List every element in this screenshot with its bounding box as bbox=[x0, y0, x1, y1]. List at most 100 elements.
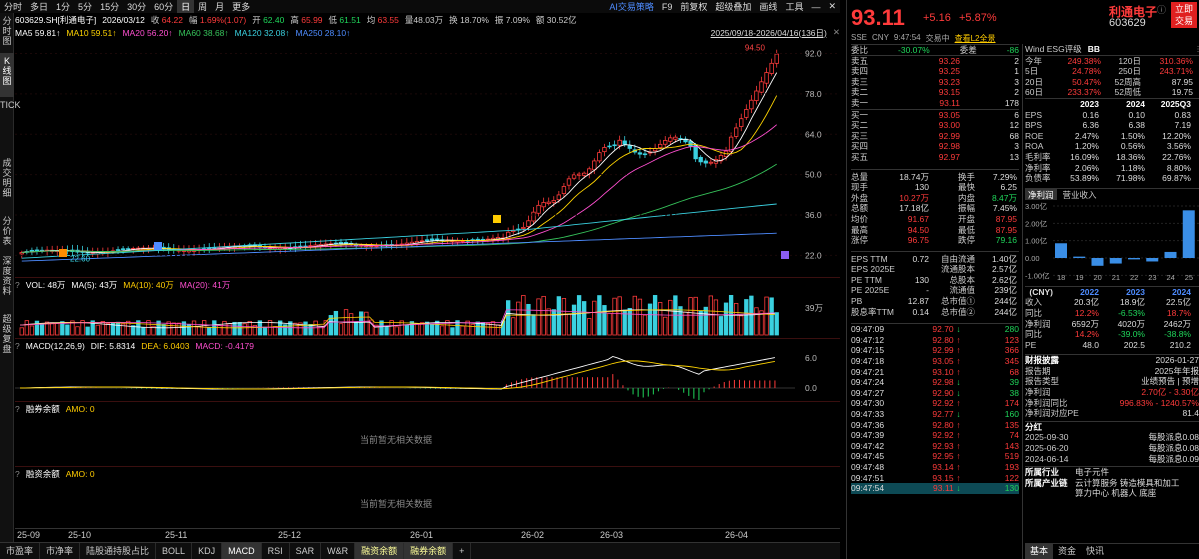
panel-close-icon[interactable]: ✕ bbox=[832, 27, 840, 37]
volume-bar bbox=[450, 327, 455, 336]
tab-kdj[interactable]: KDJ bbox=[192, 543, 223, 559]
l2-link[interactable]: 查看L2全景 bbox=[954, 34, 996, 43]
trade-button[interactable]: 立即 交易 bbox=[1171, 2, 1197, 28]
perf-label: 60日 bbox=[1025, 87, 1043, 98]
ai-strategy-button[interactable]: AI交易策略 bbox=[609, 2, 654, 12]
tab-news[interactable]: 快讯 bbox=[1086, 546, 1105, 556]
tab-month[interactable]: 月 bbox=[215, 2, 225, 12]
tab-15min[interactable]: 15分 bbox=[100, 2, 120, 12]
tab-macd[interactable]: MACD bbox=[222, 543, 262, 559]
dividend-row: 2025-09-30 每股派息0.08 bbox=[1025, 432, 1199, 443]
stat-row: 最高 94.50 最低 87.95 bbox=[851, 225, 1019, 236]
nav-trades[interactable]: 成交明细 bbox=[2, 158, 12, 198]
candle-body bbox=[728, 136, 734, 152]
nav-tick[interactable]: TICK bbox=[0, 100, 21, 110]
volume-bar bbox=[222, 320, 227, 336]
tab-revenue[interactable]: 营业收入 bbox=[1062, 189, 1097, 200]
tab-sar[interactable]: SAR bbox=[290, 543, 322, 559]
perf-value: 24.78% bbox=[1072, 66, 1101, 77]
volume-bar bbox=[414, 323, 420, 336]
stat-value: 2.57亿 bbox=[991, 264, 1017, 275]
tab-more[interactable]: 更多 bbox=[232, 2, 251, 12]
add-tab-button[interactable]: + bbox=[453, 543, 472, 559]
volume-bar bbox=[328, 315, 334, 336]
rzye-help-icon[interactable]: ? bbox=[15, 468, 20, 479]
tick-volume: 39 bbox=[1009, 377, 1019, 388]
inc-value: -6.53% bbox=[1118, 307, 1145, 318]
close-icon[interactable]: ✕ bbox=[828, 1, 836, 11]
tick-row: 09:47:24 92.98 ↓ 39 bbox=[851, 377, 1019, 388]
macd-help-icon[interactable]: ? bbox=[15, 340, 20, 351]
nav-fenshi[interactable]: 分时图 bbox=[2, 16, 12, 46]
f9-button[interactable]: F9 bbox=[661, 1, 673, 12]
open-value: 62.40 bbox=[263, 14, 285, 25]
tab-pb[interactable]: 市净率 bbox=[40, 543, 81, 559]
volume-bar bbox=[201, 320, 207, 336]
tab-basic[interactable]: 基本 bbox=[1025, 544, 1054, 559]
inc-label: PE bbox=[1025, 339, 1037, 350]
tab-day[interactable]: 日 bbox=[177, 0, 195, 13]
tab-5min[interactable]: 5分 bbox=[78, 2, 93, 12]
kline-chart[interactable]: 92.0 78.0 64.0 50.0 36.0 22.0 94.50 22.60 bbox=[15, 38, 840, 276]
stat-value: 91.67 bbox=[907, 213, 929, 224]
nav-replay[interactable]: 超级复盘 bbox=[2, 314, 12, 354]
tools-button[interactable]: 工具 bbox=[785, 2, 804, 12]
fin-label: 净利率 bbox=[1025, 162, 1051, 173]
tab-week[interactable]: 周 bbox=[198, 2, 208, 12]
nav-kline[interactable]: K线图 bbox=[0, 53, 14, 97]
tab-short-balance[interactable]: 融券余额 bbox=[404, 543, 454, 559]
volume-bar bbox=[541, 295, 546, 336]
info-icon[interactable]: ⓘ bbox=[1157, 5, 1167, 15]
overlay-button[interactable]: 超级叠加 bbox=[715, 2, 752, 12]
volume-bar bbox=[490, 321, 496, 336]
event-marker[interactable] bbox=[59, 249, 67, 257]
inc-row: 同比 12.2% -6.53% 18.7% bbox=[1025, 308, 1199, 319]
tab-margin-balance[interactable]: 融资余额 bbox=[355, 543, 405, 559]
inc-value: 22.5亿 bbox=[1165, 297, 1191, 308]
event-marker[interactable] bbox=[154, 242, 162, 250]
draw-line-button[interactable]: 画线 bbox=[759, 2, 778, 12]
volume-bar bbox=[455, 320, 460, 336]
nav-price-table[interactable]: 分价表 bbox=[2, 216, 12, 246]
tab-boll[interactable]: BOLL bbox=[156, 543, 193, 559]
volume-bar bbox=[115, 321, 121, 336]
volume-bar bbox=[120, 323, 126, 336]
expand-icon[interactable]: ⫶ bbox=[1196, 44, 1199, 54]
rqye-help-icon[interactable]: ? bbox=[15, 403, 20, 414]
fin-value: 7.19 bbox=[1174, 120, 1191, 131]
inc-head: (CNY) bbox=[1029, 286, 1053, 297]
adjust-button[interactable]: 前复权 bbox=[680, 2, 708, 12]
tab-net-profit[interactable]: 净利润 bbox=[1025, 188, 1057, 200]
stat-label: EPS TTM bbox=[851, 253, 888, 264]
candle-body bbox=[703, 160, 708, 164]
tab-funds[interactable]: 资金 bbox=[1058, 546, 1077, 556]
tab-hk-hold[interactable]: 陆股通持股占比 bbox=[80, 543, 157, 559]
industry-value: 算力中心 机器人 底座 bbox=[1075, 488, 1157, 499]
candle-body bbox=[419, 240, 425, 243]
tab-wr[interactable]: W&R bbox=[321, 543, 356, 559]
volume-bar bbox=[379, 320, 384, 336]
macd-dif: DIF: 5.8314 bbox=[90, 340, 136, 351]
minimize-icon[interactable]: — bbox=[811, 1, 821, 12]
tab-pe[interactable]: 市盈率 bbox=[0, 543, 41, 559]
vol-help-icon[interactable]: ? bbox=[15, 279, 20, 290]
volume-bar bbox=[764, 296, 769, 336]
tab-60min[interactable]: 60分 bbox=[154, 2, 174, 12]
event-marker[interactable] bbox=[781, 251, 789, 259]
tab-multiday[interactable]: 多日 bbox=[30, 2, 49, 12]
tab-rsi[interactable]: RSI bbox=[262, 543, 290, 559]
tab-1min[interactable]: 1分 bbox=[56, 2, 71, 12]
nav-profile[interactable]: 深度资料 bbox=[2, 256, 12, 296]
report-label: 报告类型 bbox=[1025, 376, 1060, 387]
tab-fenshi[interactable]: 分时 bbox=[4, 2, 23, 12]
margin-balance-panel bbox=[15, 466, 840, 528]
candle-body bbox=[541, 202, 546, 208]
candle-body bbox=[429, 238, 435, 241]
stat-value bbox=[885, 264, 929, 275]
volume-bar bbox=[394, 326, 399, 336]
np-bar bbox=[1073, 256, 1086, 258]
volume-chart[interactable]: 39万 bbox=[15, 289, 840, 337]
macd-chart[interactable]: 6.0 0.0 bbox=[15, 350, 840, 400]
event-marker[interactable] bbox=[493, 215, 501, 223]
tab-30min[interactable]: 30分 bbox=[127, 2, 147, 12]
